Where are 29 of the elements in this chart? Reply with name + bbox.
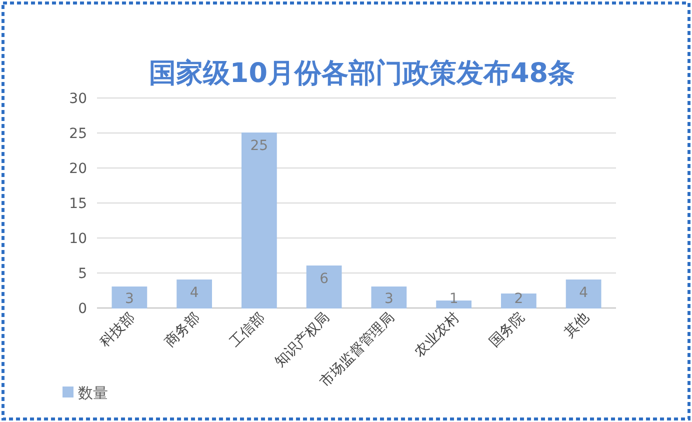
x-tick-label: 工信部 bbox=[227, 310, 268, 351]
x-tick-label: 国务院 bbox=[486, 310, 528, 351]
data-label: 4 bbox=[190, 285, 199, 301]
y-tick-label: 20 bbox=[69, 161, 87, 177]
bar bbox=[241, 132, 277, 308]
y-tick-label: 25 bbox=[69, 126, 87, 142]
x-tick-label: 科技部 bbox=[97, 310, 138, 351]
y-tick-label: 0 bbox=[78, 301, 87, 317]
legend-label: 数量 bbox=[78, 384, 108, 402]
bar bbox=[112, 286, 148, 308]
data-label: 25 bbox=[250, 138, 268, 154]
bar bbox=[176, 280, 212, 308]
x-tick-label: 其他 bbox=[561, 310, 592, 341]
data-label: 2 bbox=[514, 291, 524, 307]
data-label: 4 bbox=[579, 285, 588, 301]
bar bbox=[500, 294, 536, 308]
y-tick-label: 10 bbox=[69, 231, 87, 247]
chart-title: 国家级10月份各部门政策发布48条 bbox=[148, 58, 576, 89]
y-tick-label: 5 bbox=[78, 266, 87, 282]
y-tick-label: 30 bbox=[69, 91, 87, 107]
bar bbox=[566, 280, 602, 308]
y-tick-label: 15 bbox=[69, 196, 87, 212]
x-tick-label: 农业农村 bbox=[412, 310, 463, 360]
data-label: 6 bbox=[320, 271, 329, 287]
x-tick-label: 商务部 bbox=[162, 310, 204, 351]
data-label: 3 bbox=[124, 291, 134, 307]
bar bbox=[371, 286, 407, 308]
data-label: 3 bbox=[384, 291, 394, 307]
bar bbox=[306, 266, 342, 308]
